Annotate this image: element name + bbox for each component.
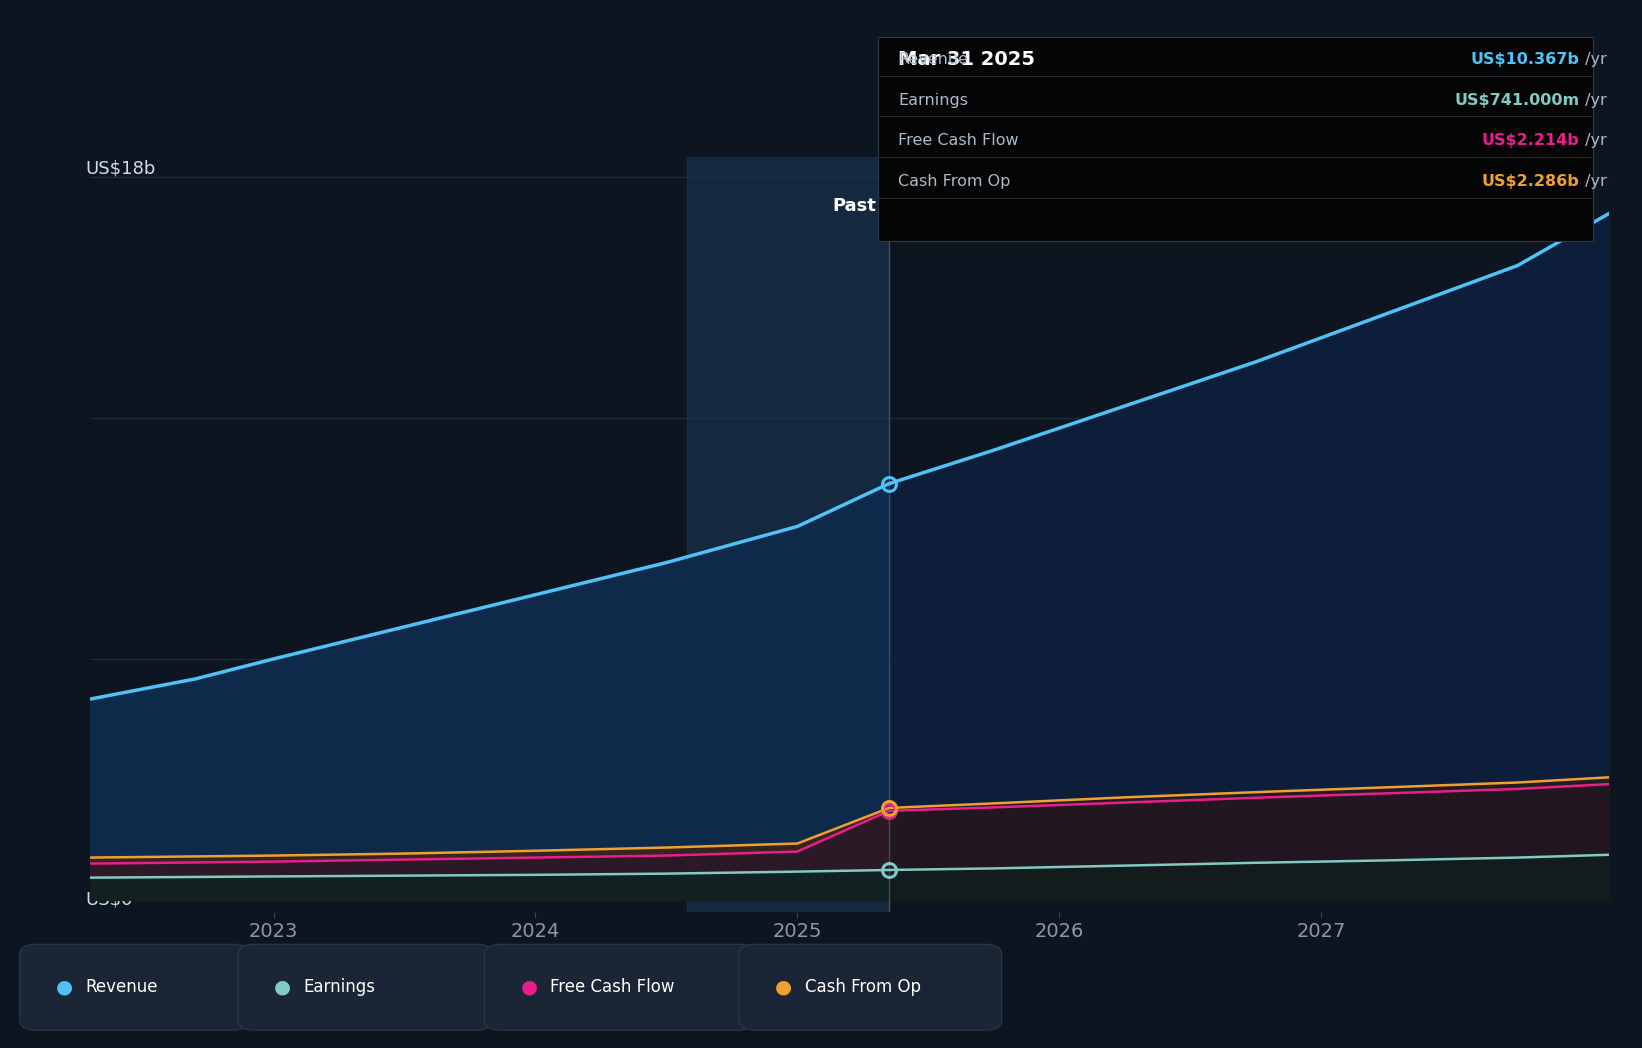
Text: Earnings: Earnings (898, 92, 969, 108)
Text: US$741.000m: US$741.000m (1455, 92, 1580, 108)
Text: US$2.214b: US$2.214b (1481, 133, 1580, 149)
Text: ●: ● (274, 978, 291, 997)
Text: US$2.286b: US$2.286b (1481, 174, 1580, 190)
Text: Cash From Op: Cash From Op (898, 174, 1010, 190)
Text: ●: ● (775, 978, 791, 997)
Text: Mar 31 2025: Mar 31 2025 (898, 50, 1034, 69)
Text: Past: Past (832, 197, 875, 215)
Text: Revenue: Revenue (85, 978, 158, 997)
Text: Revenue: Revenue (898, 51, 969, 67)
Text: Free Cash Flow: Free Cash Flow (898, 133, 1018, 149)
Text: US$10.367b: US$10.367b (1471, 51, 1580, 67)
Bar (688, 157, 888, 912)
Text: US$0: US$0 (85, 891, 133, 909)
Text: Analysts Forecasts: Analysts Forecasts (910, 197, 1077, 215)
Text: /yr: /yr (1580, 51, 1606, 67)
Text: Cash From Op: Cash From Op (805, 978, 921, 997)
Text: US$18b: US$18b (85, 159, 156, 177)
Text: ●: ● (521, 978, 537, 997)
Text: /yr: /yr (1580, 92, 1606, 108)
Text: Free Cash Flow: Free Cash Flow (550, 978, 675, 997)
Text: Earnings: Earnings (304, 978, 376, 997)
Text: /yr: /yr (1580, 174, 1606, 190)
Text: /yr: /yr (1580, 133, 1606, 149)
Text: ●: ● (56, 978, 72, 997)
